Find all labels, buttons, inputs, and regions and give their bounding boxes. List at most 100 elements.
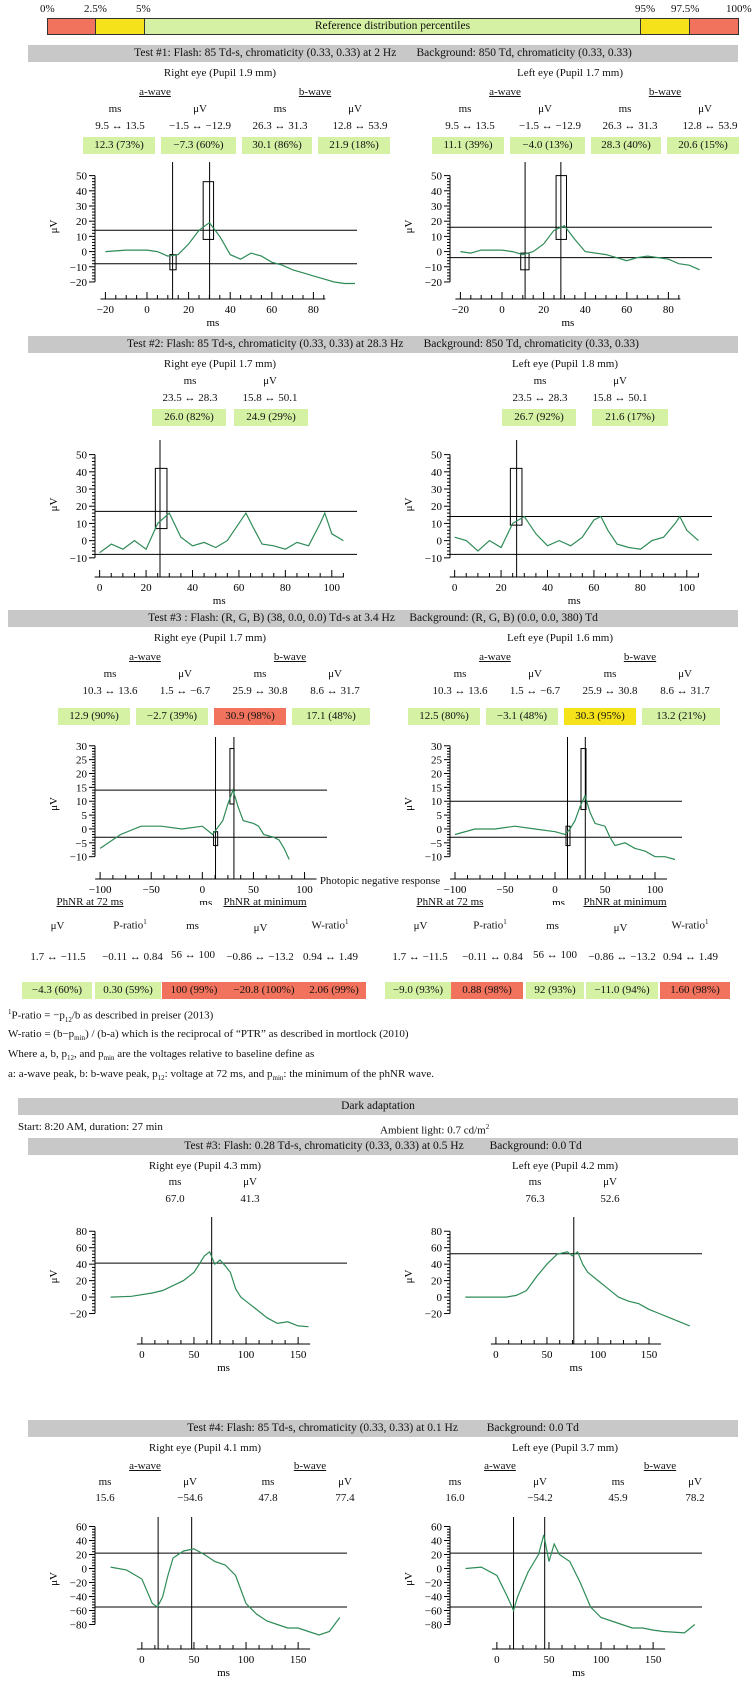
value-cell: −7.3 (60%) xyxy=(161,137,236,154)
x-axis-label: ms xyxy=(568,595,581,607)
reference-range: 0.94 ↔ 1.49 xyxy=(303,951,358,963)
phnr-col-header: μV xyxy=(253,922,268,934)
reference-range-box xyxy=(154,467,168,530)
value-cell: 24.9 (29%) xyxy=(234,409,308,426)
legend-tick: 95% xyxy=(635,3,656,15)
x-axis-label: ms xyxy=(199,897,212,905)
reference-range: −1.5 ↔ −12.9 xyxy=(519,120,581,132)
percentile-legend: 0% 2.5% 5% 95% 97.5% 100% Reference dist… xyxy=(0,0,755,40)
y-tick-label: 20 xyxy=(76,501,88,513)
unit-uv: μV xyxy=(613,375,627,387)
awave-label: a-wave xyxy=(479,651,511,663)
value-cell: 13.2 (21%) xyxy=(642,708,720,725)
reference-range: −0.11 ↔ 0.84 xyxy=(462,951,523,963)
legend-tick: 100% xyxy=(726,3,752,15)
reference-range-box xyxy=(169,254,177,271)
unit-uv: μV xyxy=(348,103,362,115)
reference-range: 15.8 ↔ 50.1 xyxy=(242,392,298,404)
value-cell: 21.6 (17%) xyxy=(592,409,668,426)
value-cell: 30.3 (95%) xyxy=(564,708,636,725)
chart-test1-left: 50 40 30 20 10 0 −10 −20 μV −20 0 20 40 60 80 ms xyxy=(403,162,712,329)
y-tick-label: −10 xyxy=(425,553,443,565)
value-cell: −11.0 (94%) xyxy=(586,982,658,999)
y-tick-label: 30 xyxy=(431,484,443,496)
x-tick-label: −50 xyxy=(496,884,514,896)
unit-ms: ms xyxy=(273,103,287,115)
x-tick-label: 80 xyxy=(663,304,675,316)
y-axis-label: μV xyxy=(48,1572,60,1586)
unit-ms: ms xyxy=(458,103,472,115)
waveform-series xyxy=(99,788,290,860)
x-tick-label: 150 xyxy=(290,1654,307,1666)
value-cell: 0.88 (98%) xyxy=(451,982,523,999)
unit-uv: μV xyxy=(338,1476,352,1488)
reference-range: 56 ↔ 100 xyxy=(171,949,215,961)
y-tick-label: 0 xyxy=(82,1292,88,1304)
y-tick-label: −10 xyxy=(425,852,443,864)
x-tick-label: −20 xyxy=(97,304,115,316)
phnr-col-header: ms xyxy=(186,920,199,932)
waveform-series xyxy=(105,221,355,285)
reference-range: 12.8 ↔ 53.9 xyxy=(332,120,388,132)
legend-green: Reference distribution percentiles xyxy=(145,18,641,35)
x-tick-label: 0 xyxy=(499,304,505,316)
y-tick-label: −60 xyxy=(425,1606,443,1618)
test3d-left-title: Left eye (Pupil 4.2 mm) xyxy=(511,1160,618,1172)
x-tick-label: 20 xyxy=(183,304,195,316)
reference-range: 56 ↔ 100 xyxy=(533,949,577,961)
measured-value: 77.4 xyxy=(335,1492,355,1504)
reference-range: −0.86 ↔ −13.2 xyxy=(226,951,294,963)
value-cell: 12.3 (73%) xyxy=(83,137,155,154)
test4-left-title: Left eye (Pupil 3.7 mm) xyxy=(511,1442,618,1454)
x-tick-label: 0 xyxy=(97,582,103,594)
value-cell: 21.9 (18%) xyxy=(318,137,390,154)
unit-ms: ms xyxy=(253,668,267,680)
bwave-label: b-wave xyxy=(293,1460,327,1472)
x-tick-label: 40 xyxy=(225,304,237,316)
value-cell: 92 (93%) xyxy=(526,982,584,999)
y-tick-label: 20 xyxy=(76,216,88,228)
unit-uv: μV xyxy=(328,668,342,680)
y-axis-label: μV xyxy=(48,797,60,811)
dark-start: Start: 8:20 AM, duration: 27 min xyxy=(18,1121,163,1133)
legend-red-high xyxy=(690,18,739,35)
phnr-col-header: P-ratio1 xyxy=(473,918,507,932)
measured-value: 45.9 xyxy=(608,1492,628,1504)
reference-range: 0.94 ↔ 1.49 xyxy=(663,951,718,963)
unit-uv: μV xyxy=(178,668,192,680)
y-tick-label: 30 xyxy=(76,201,88,213)
y-tick-label: 20 xyxy=(76,1276,88,1288)
x-tick-label: −50 xyxy=(143,884,161,896)
y-tick-label: −40 xyxy=(70,1592,88,1604)
x-tick-label: 100 xyxy=(238,1654,255,1666)
test3-left-title: Left eye (Pupil 1.6 mm) xyxy=(506,632,613,644)
reference-range: 23.5 ↔ 28.3 xyxy=(512,392,568,404)
x-axis-label: ms xyxy=(217,1667,230,1679)
value-cell: −3.1 (48%) xyxy=(486,708,558,725)
phnr-col-header: μV xyxy=(413,920,428,932)
y-tick-label: 0 xyxy=(437,536,443,548)
y-tick-label: 10 xyxy=(76,518,88,530)
reference-range: 25.9 ↔ 30.8 xyxy=(232,685,288,697)
test3-header: Test #3 : Flash: (R, G, B) (38, 0.0, 0.0… xyxy=(8,610,738,627)
x-tick-label: 0 xyxy=(139,1654,145,1666)
x-tick-label: 0 xyxy=(200,884,206,896)
chart-test4-right: 60 40 20 0 −20 −40 −60 −80 μV 0 50 100 150 ms xyxy=(48,1517,347,1679)
test1-header: Test #1: Flash: 85 Td-s, chromaticity (0… xyxy=(28,45,738,62)
y-tick-label: 0 xyxy=(82,247,88,259)
x-axis-label: ms xyxy=(217,1362,230,1374)
y-tick-label: 10 xyxy=(431,231,443,243)
x-tick-label: 0 xyxy=(139,1349,145,1361)
unit-uv: μV xyxy=(193,103,207,115)
value-cell: 11.1 (39%) xyxy=(432,137,504,154)
y-tick-label: 25 xyxy=(431,755,443,767)
reference-range: 12.8 ↔ 53.9 xyxy=(682,120,738,132)
y-tick-label: −10 xyxy=(425,262,443,274)
y-tick-label: 20 xyxy=(76,1550,88,1562)
y-tick-label: −10 xyxy=(70,553,88,565)
y-tick-label: 60 xyxy=(76,1522,88,1534)
phnr-72-header: PhNR at 72 ms xyxy=(416,896,484,908)
value-cell: 1.60 (98%) xyxy=(660,982,730,999)
y-tick-label: 0 xyxy=(437,1292,443,1304)
